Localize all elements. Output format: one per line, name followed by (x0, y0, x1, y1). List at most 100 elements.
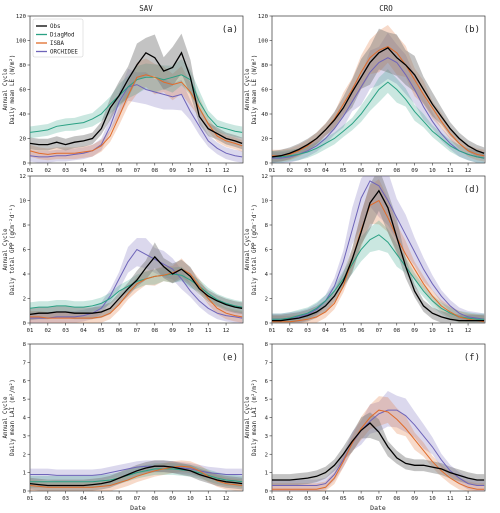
y-axis-label: Daily mean LE (W/m²) (251, 55, 258, 125)
y-tick-label: 0 (265, 489, 268, 495)
x-tick-label: 11 (447, 496, 454, 502)
band-layer (272, 176, 485, 323)
y-tick-label: 8 (23, 223, 27, 229)
series-line-diagmod (30, 273, 243, 309)
y-tick-label: 7 (23, 360, 26, 366)
y-axis-label: Daily mean LAI (m²/m²) (9, 379, 16, 456)
band-orchidee (272, 176, 485, 323)
panel-frame (271, 343, 486, 492)
x-tick-label: 05 (98, 328, 105, 334)
series-line-orchidee (272, 409, 485, 486)
series-line-isba (272, 199, 485, 323)
x-tick-label: 12 (465, 168, 472, 174)
y-tick-label: 6 (265, 248, 268, 254)
y-tick-label: 10 (19, 199, 26, 205)
x-tick-label: 02 (44, 496, 51, 502)
x-tick-label: 07 (134, 496, 141, 502)
y-axis-label: Annual Cycle (245, 228, 251, 270)
column-title-sav: SAV (139, 4, 153, 13)
x-tick-label: 01 (269, 168, 276, 174)
band-layer (272, 24, 485, 163)
x-tick-label: 06 (358, 168, 365, 174)
y-tick-label: 20 (261, 137, 268, 143)
band-diagmod (30, 266, 243, 315)
x-tick-label: 03 (304, 496, 311, 502)
x-tick-label: 03 (304, 168, 311, 174)
y-tick-label: 2 (265, 452, 268, 458)
x-tick-label: 06 (116, 496, 123, 502)
x-tick-label: 04 (322, 328, 329, 334)
x-tick-label: 08 (393, 496, 400, 502)
y-tick-label: 3 (265, 434, 268, 440)
series-line-diagmod (272, 81, 485, 159)
legend-entry: DiagMod (50, 33, 74, 39)
y-tick-label: 8 (23, 342, 27, 348)
legend-entry: ORCHIDEE (50, 50, 78, 56)
y-axis-label: Daily total GPP (gCm⁻²d⁻¹) (9, 204, 16, 295)
x-tick-label: 06 (116, 168, 123, 174)
series-line-orchidee (30, 84, 243, 158)
x-tick-label: 08 (393, 168, 400, 174)
y-tick-label: 6 (265, 379, 268, 385)
y-tick-label: 80 (19, 63, 26, 69)
x-tick-label: 07 (376, 328, 383, 334)
band-layer (272, 390, 485, 491)
band-isba (30, 460, 243, 491)
x-tick-label: 11 (447, 328, 454, 334)
x-tick-label: 07 (134, 328, 141, 334)
y-tick-label: 0 (23, 489, 26, 495)
y-tick-label: 8 (265, 342, 269, 348)
y-tick-label: 4 (23, 416, 27, 422)
series-line-diagmod (30, 74, 243, 133)
series-line-obs (30, 465, 243, 487)
y-tick-label: 2 (265, 297, 268, 303)
x-tick-label: 04 (80, 496, 87, 502)
x-tick-label: 11 (205, 168, 212, 174)
y-tick-label: 60 (261, 88, 268, 94)
y-tick-label: 7 (265, 360, 268, 366)
x-tick-label: 09 (411, 496, 418, 502)
panel-label: (b) (464, 25, 480, 35)
x-tick-label: 10 (429, 496, 436, 502)
legend-entry: ISBA (50, 41, 64, 47)
band-isba (272, 179, 485, 323)
x-tick-label: 06 (358, 496, 365, 502)
y-axis-label: Daily mean LE (W/m²) (9, 55, 16, 125)
band-isba (272, 24, 485, 162)
x-tick-label: 05 (98, 168, 105, 174)
y-tick-label: 2 (23, 297, 26, 303)
x-tick-label: 11 (205, 328, 212, 334)
series-line-isba (30, 465, 243, 488)
x-tick-label: 09 (411, 328, 418, 334)
series-line-isba (272, 46, 485, 157)
y-tick-label: 4 (265, 272, 269, 278)
series-line-orchidee (272, 180, 485, 320)
series-line-diagmod (272, 234, 485, 320)
series-line-isba (30, 268, 243, 319)
x-tick-label: 07 (134, 168, 141, 174)
x-tick-label: 05 (340, 496, 347, 502)
x-tick-label: 12 (465, 328, 472, 334)
y-axis-label: Annual Cycle (3, 396, 9, 438)
x-tick-label: 01 (27, 496, 34, 502)
x-tick-label: 08 (393, 328, 400, 334)
series-line-obs (272, 46, 485, 158)
x-tick-label: 01 (269, 328, 276, 334)
x-tick-label: 04 (322, 168, 329, 174)
legend: Obs DiagMod ISBA ORCHIDEE (32, 18, 84, 58)
panel-frame (29, 343, 244, 492)
x-tick-label: 02 (286, 496, 293, 502)
band-orchidee (272, 32, 485, 163)
x-tick-label: 08 (151, 328, 158, 334)
x-tick-label: 03 (62, 496, 69, 502)
x-tick-label: 12 (465, 496, 472, 502)
y-tick-label: 6 (23, 379, 26, 385)
series-line-isba (272, 409, 485, 490)
y-tick-label: 4 (265, 416, 269, 422)
column-title-cro: CRO (379, 4, 393, 13)
